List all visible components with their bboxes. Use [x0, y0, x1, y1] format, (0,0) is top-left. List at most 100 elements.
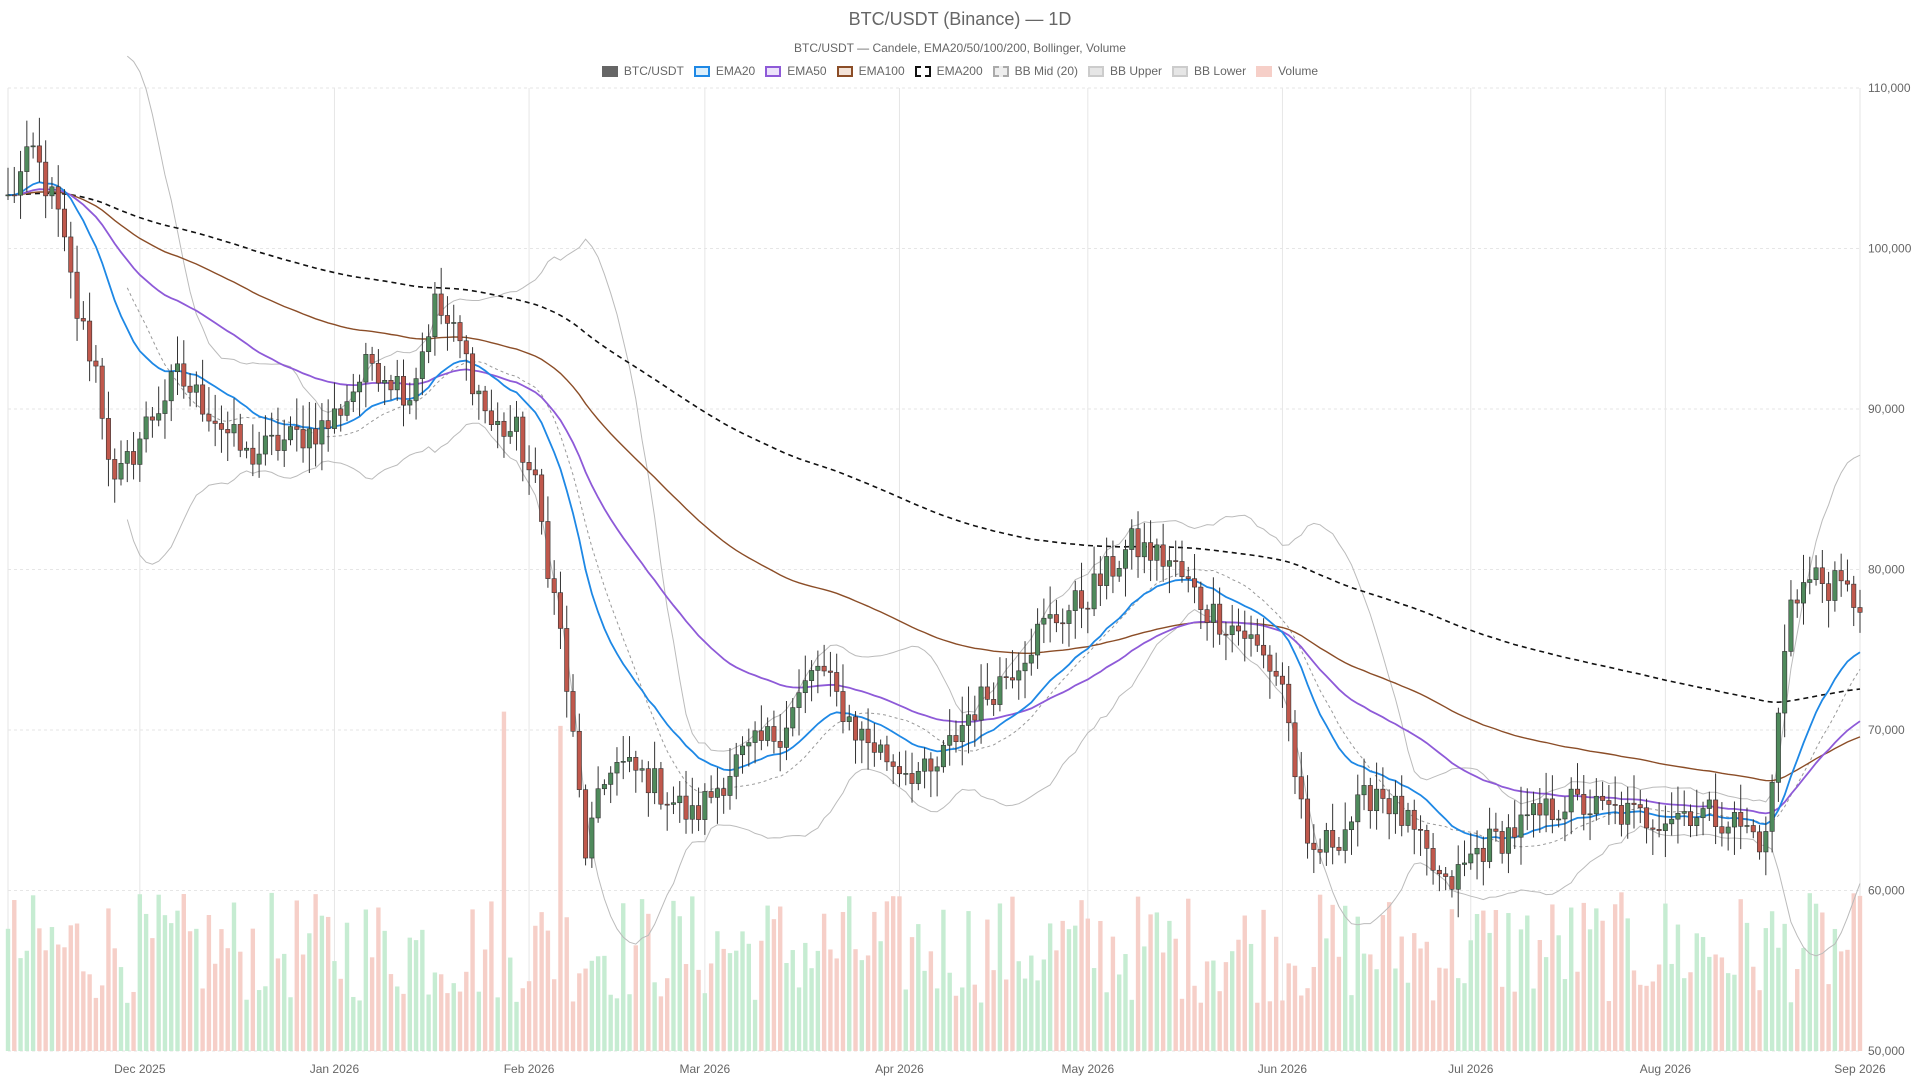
legend-item[interactable]: EMA20: [693, 64, 755, 78]
volume-bar: [1173, 938, 1178, 1051]
volume-bar: [457, 991, 463, 1051]
candle-body: [1192, 578, 1198, 588]
volume-bar: [351, 996, 356, 1051]
candle-body: [978, 686, 984, 721]
legend-item[interactable]: BB Mid (20): [992, 64, 1078, 78]
volume-bar: [1769, 911, 1775, 1051]
candle-body: [1499, 831, 1505, 854]
volume-bar: [1788, 1002, 1794, 1051]
volume-bar: [564, 917, 569, 1051]
candle-body: [721, 788, 727, 796]
volume-bar: [369, 957, 375, 1051]
volume-bar: [1160, 952, 1166, 1051]
candle-body: [5, 194, 11, 197]
volume-bar: [1757, 990, 1762, 1051]
volume-bar: [464, 971, 469, 1051]
volume-bar: [1135, 896, 1141, 1051]
volume-bar: [1035, 980, 1040, 1051]
volume-bar: [960, 987, 965, 1051]
volume-bar: [1575, 971, 1580, 1051]
candle-body: [357, 381, 363, 393]
volume-bar: [941, 909, 946, 1051]
volume-bar: [1091, 968, 1097, 1051]
candle-body: [124, 451, 130, 464]
volume-bar: [451, 983, 456, 1051]
candle-body: [1110, 556, 1116, 577]
candle-body: [1317, 849, 1323, 853]
candle-body: [871, 742, 877, 753]
volume-bar: [1236, 939, 1241, 1051]
volume-bar: [621, 903, 626, 1051]
candle-body: [212, 420, 218, 424]
ema200-line: [8, 192, 1861, 704]
bb-lower-line: [126, 422, 1861, 957]
volume-bar: [1004, 979, 1009, 1051]
legend-swatch: [992, 65, 1009, 77]
volume-bar: [1343, 905, 1348, 1051]
x-tick-label: May 2026: [1061, 1062, 1114, 1076]
ema20-line: [8, 181, 1861, 840]
volume-bar: [1336, 956, 1342, 1051]
volume-bar: [1625, 918, 1630, 1051]
candle-body: [1650, 827, 1656, 830]
legend-item[interactable]: BB Upper: [1088, 64, 1162, 78]
candle-body: [1757, 831, 1763, 853]
candle-body: [614, 762, 620, 774]
x-tick-label: Mar 2026: [680, 1062, 731, 1076]
volume-bar: [746, 943, 751, 1051]
candle-body: [740, 745, 746, 756]
legend-item[interactable]: BTC/USDT: [601, 64, 684, 78]
candle-body: [1129, 528, 1135, 550]
volume-bar: [966, 911, 971, 1051]
legend-item[interactable]: EMA200: [914, 64, 983, 78]
volume-bar: [796, 987, 802, 1051]
candle-body: [1556, 818, 1562, 821]
legend-swatch: [693, 65, 710, 77]
candle-body: [426, 336, 432, 353]
volume-bar: [99, 985, 105, 1051]
candle-body: [1531, 803, 1537, 816]
legend-item[interactable]: BB Lower: [1172, 64, 1246, 78]
legend-item[interactable]: EMA50: [765, 64, 827, 78]
candle-body: [1223, 633, 1229, 636]
volume-bar: [897, 896, 902, 1051]
legend-label: EMA100: [858, 64, 905, 78]
candle-body: [934, 766, 940, 772]
candle-body: [143, 416, 149, 440]
x-tick-label: Jun 2026: [1258, 1062, 1308, 1076]
volume-bar: [639, 899, 645, 1051]
volume-bar: [1110, 936, 1116, 1051]
volume-bar: [1506, 913, 1511, 1051]
candle-body: [1097, 573, 1103, 586]
candle-body: [1091, 573, 1097, 610]
candle-body: [821, 665, 827, 672]
candle-body: [1424, 830, 1430, 849]
candle-body: [790, 707, 796, 729]
volume-bar: [106, 908, 111, 1051]
candle-body: [1411, 809, 1417, 830]
candle-body: [1066, 610, 1072, 624]
legend-item[interactable]: EMA100: [836, 64, 905, 78]
candle-body: [1644, 807, 1650, 829]
candle-body: [501, 420, 507, 437]
volume-bar: [93, 997, 99, 1051]
volume-bar: [928, 951, 934, 1051]
candle-body: [313, 428, 319, 445]
candle-body: [1154, 544, 1160, 561]
candle-body: [1631, 802, 1637, 805]
volume-bar: [1305, 988, 1310, 1051]
volume-bar: [300, 954, 306, 1051]
volume-bar: [169, 923, 174, 1051]
volume-bar: [708, 963, 714, 1051]
volume-bar: [570, 1001, 576, 1051]
candle-body: [288, 426, 293, 441]
volume-bar: [1022, 978, 1028, 1051]
candle-body: [1204, 609, 1210, 623]
volume-bar: [903, 989, 908, 1051]
volume-bar: [1525, 915, 1530, 1051]
volume-bar: [288, 997, 293, 1051]
volume-bar: [131, 991, 136, 1051]
volume-bar: [508, 957, 513, 1051]
legend-item[interactable]: Volume: [1256, 64, 1318, 78]
candle-body: [225, 429, 231, 434]
